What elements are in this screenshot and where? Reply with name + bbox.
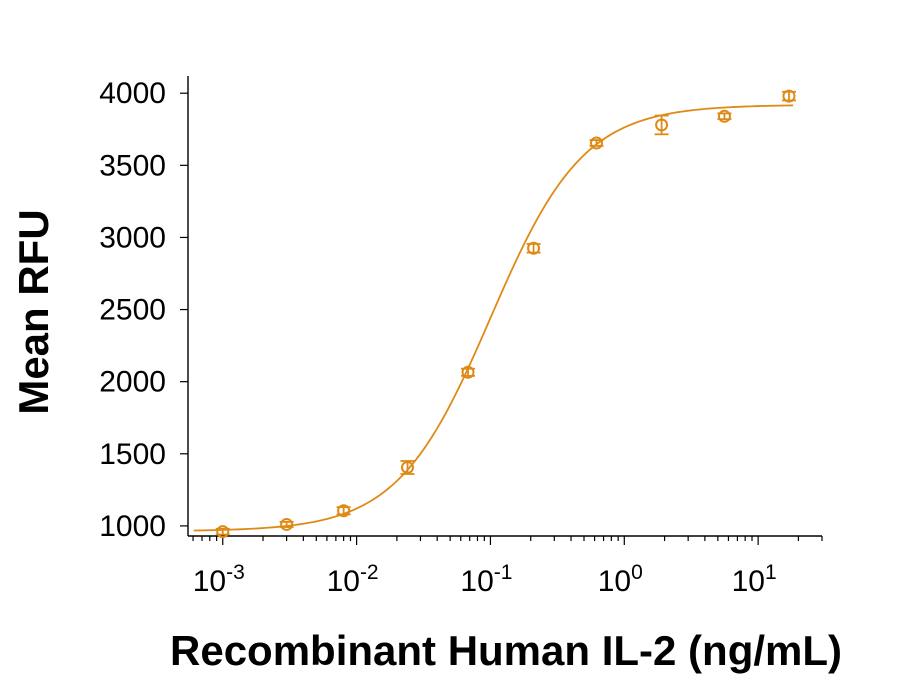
x-tick-label: 10-1: [460, 561, 512, 598]
x-tick-label: 10-3: [193, 561, 245, 598]
data-point: [717, 109, 732, 123]
data-marker: [655, 118, 669, 132]
data-marker: [216, 525, 230, 539]
data-marker: [527, 241, 541, 255]
data-marker: [590, 136, 604, 150]
data-marker: [337, 504, 351, 518]
y-tick-label: 2000: [99, 366, 166, 399]
data-point: [461, 365, 476, 379]
x-tick-label: 10-2: [327, 561, 379, 598]
data-point: [215, 525, 230, 539]
data-point: [279, 517, 294, 531]
data-marker: [717, 109, 731, 123]
plot-area: [193, 89, 796, 539]
y-tick-label: 2500: [99, 294, 166, 327]
y-tick-label: 3000: [99, 221, 166, 254]
data-point: [526, 241, 541, 255]
x-ticks: 10-3 10-2 10-1 100 101: [192, 536, 823, 598]
y-axis-title: Mean RFU: [10, 209, 57, 414]
y-tick-label: 4000: [99, 77, 166, 110]
data-marker: [400, 460, 414, 474]
data-marker: [782, 89, 796, 103]
y-ticks: 1000 1500 2000 2500 3000 3500 4000: [99, 77, 188, 543]
x-tick-label: 101: [732, 561, 777, 598]
fit-curve: [193, 104, 794, 532]
data-point: [589, 136, 604, 150]
data-point: [654, 114, 669, 136]
data-point: [336, 504, 351, 518]
x-tick-label: 100: [598, 561, 643, 598]
y-tick-label: 1000: [99, 510, 166, 543]
data-points: [215, 89, 796, 539]
y-tick-label: 3500: [99, 149, 166, 182]
data-point: [400, 460, 415, 475]
x-axis-title: Recombinant Human IL-2 (ng/mL): [170, 627, 842, 674]
y-tick-label: 1500: [99, 438, 166, 471]
data-marker: [280, 517, 294, 531]
data-point: [781, 89, 796, 103]
data-marker: [461, 365, 475, 379]
axes: [187, 76, 822, 537]
